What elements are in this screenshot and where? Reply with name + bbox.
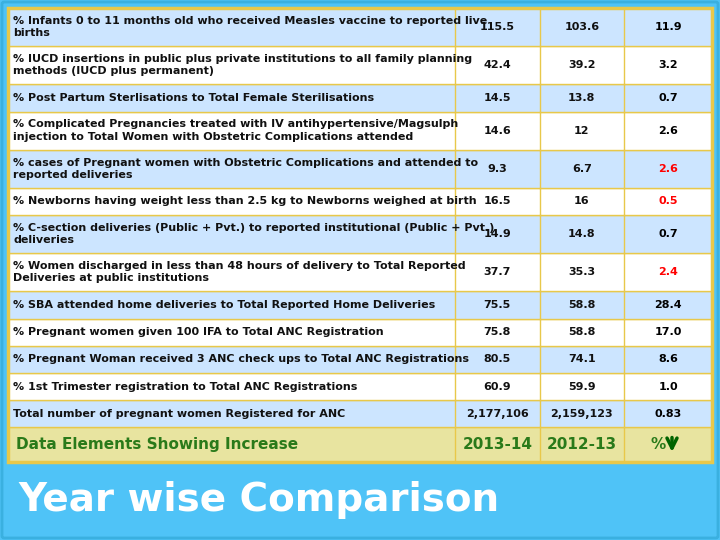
Text: 13.8: 13.8 (568, 93, 595, 103)
Text: Total number of pregnant women Registered for ANC: Total number of pregnant women Registere… (13, 409, 346, 419)
Text: Data Elements Showing Increase: Data Elements Showing Increase (16, 437, 298, 452)
Text: 3.2: 3.2 (658, 60, 678, 70)
Text: 2012-13: 2012-13 (546, 437, 617, 452)
Text: 14.9: 14.9 (483, 229, 511, 239)
Text: % Pregnant Woman received 3 ANC check ups to Total ANC Registrations: % Pregnant Woman received 3 ANC check up… (13, 354, 469, 364)
Text: % cases of Pregnant women with Obstetric Complications and attended to
reported : % cases of Pregnant women with Obstetric… (13, 158, 478, 180)
Text: 16: 16 (574, 197, 590, 206)
Bar (8, 253, 712, 291)
Bar (8, 291, 712, 319)
Text: 37.7: 37.7 (484, 267, 511, 277)
Bar (8, 346, 712, 373)
Text: 6.7: 6.7 (572, 164, 592, 174)
Bar (8, 84, 712, 112)
Text: 2013-14: 2013-14 (462, 437, 532, 452)
Text: 75.8: 75.8 (484, 327, 511, 337)
Text: % Women discharged in less than 48 hours of delivery to Total Reported
Deliverie: % Women discharged in less than 48 hours… (13, 261, 466, 284)
Text: 0.83: 0.83 (654, 409, 682, 419)
Text: 35.3: 35.3 (568, 267, 595, 277)
Text: 0.5: 0.5 (658, 197, 678, 206)
Text: % Infants 0 to 11 months old who received Measles vaccine to reported live
birth: % Infants 0 to 11 months old who receive… (13, 16, 487, 38)
Text: % 1st Trimester registration to Total ANC Registrations: % 1st Trimester registration to Total AN… (13, 382, 357, 392)
Text: 2.4: 2.4 (658, 267, 678, 277)
Text: 2.6: 2.6 (658, 126, 678, 136)
Bar (8, 428, 712, 462)
Text: 12: 12 (574, 126, 590, 136)
Text: 2,177,106: 2,177,106 (466, 409, 528, 419)
Text: % C-section deliveries (Public + Pvt.) to reported institutional (Public + Pvt.): % C-section deliveries (Public + Pvt.) t… (13, 223, 495, 245)
Bar (8, 188, 712, 215)
Text: 14.8: 14.8 (568, 229, 595, 239)
Text: 58.8: 58.8 (568, 327, 595, 337)
Text: % IUCD insertions in public plus private institutions to all family planning
met: % IUCD insertions in public plus private… (13, 54, 472, 76)
Text: 17.0: 17.0 (654, 327, 682, 337)
Bar (8, 8, 712, 462)
Text: 28.4: 28.4 (654, 300, 682, 310)
Text: 8.6: 8.6 (658, 354, 678, 364)
Text: 0.7: 0.7 (658, 229, 678, 239)
Text: 11.9: 11.9 (654, 22, 682, 32)
Bar (8, 46, 712, 84)
Text: 1.0: 1.0 (658, 382, 678, 392)
Text: 39.2: 39.2 (568, 60, 595, 70)
Text: 103.6: 103.6 (564, 22, 599, 32)
Text: 2.6: 2.6 (658, 164, 678, 174)
Text: 14.6: 14.6 (483, 126, 511, 136)
Text: 16.5: 16.5 (484, 197, 511, 206)
Text: 115.5: 115.5 (480, 22, 515, 32)
Text: 14.5: 14.5 (484, 93, 511, 103)
Text: Year wise Comparison: Year wise Comparison (18, 481, 499, 519)
Text: 80.5: 80.5 (484, 354, 511, 364)
Bar (8, 150, 712, 188)
Text: 42.4: 42.4 (483, 60, 511, 70)
Text: 74.1: 74.1 (568, 354, 595, 364)
Text: 0.7: 0.7 (658, 93, 678, 103)
Text: % Newborns having weight less than 2.5 kg to Newborns weighed at birth: % Newborns having weight less than 2.5 k… (13, 197, 477, 206)
Text: 2,159,123: 2,159,123 (551, 409, 613, 419)
Text: % Post Partum Sterlisations to Total Female Sterilisations: % Post Partum Sterlisations to Total Fem… (13, 93, 374, 103)
Bar (8, 8, 712, 46)
Bar (8, 319, 712, 346)
Bar (8, 400, 712, 428)
Bar (8, 112, 712, 150)
Text: 75.5: 75.5 (484, 300, 511, 310)
Text: 60.9: 60.9 (483, 382, 511, 392)
Bar (8, 215, 712, 253)
Text: % SBA attended home deliveries to Total Reported Home Deliveries: % SBA attended home deliveries to Total … (13, 300, 436, 310)
Text: %: % (650, 437, 665, 452)
Text: % Pregnant women given 100 IFA to Total ANC Registration: % Pregnant women given 100 IFA to Total … (13, 327, 384, 337)
Text: 58.8: 58.8 (568, 300, 595, 310)
Bar (8, 373, 712, 400)
Text: % Complicated Pregnancies treated with IV antihypertensive/Magsulph
injection to: % Complicated Pregnancies treated with I… (13, 119, 458, 142)
Text: 9.3: 9.3 (487, 164, 507, 174)
Text: 59.9: 59.9 (568, 382, 595, 392)
